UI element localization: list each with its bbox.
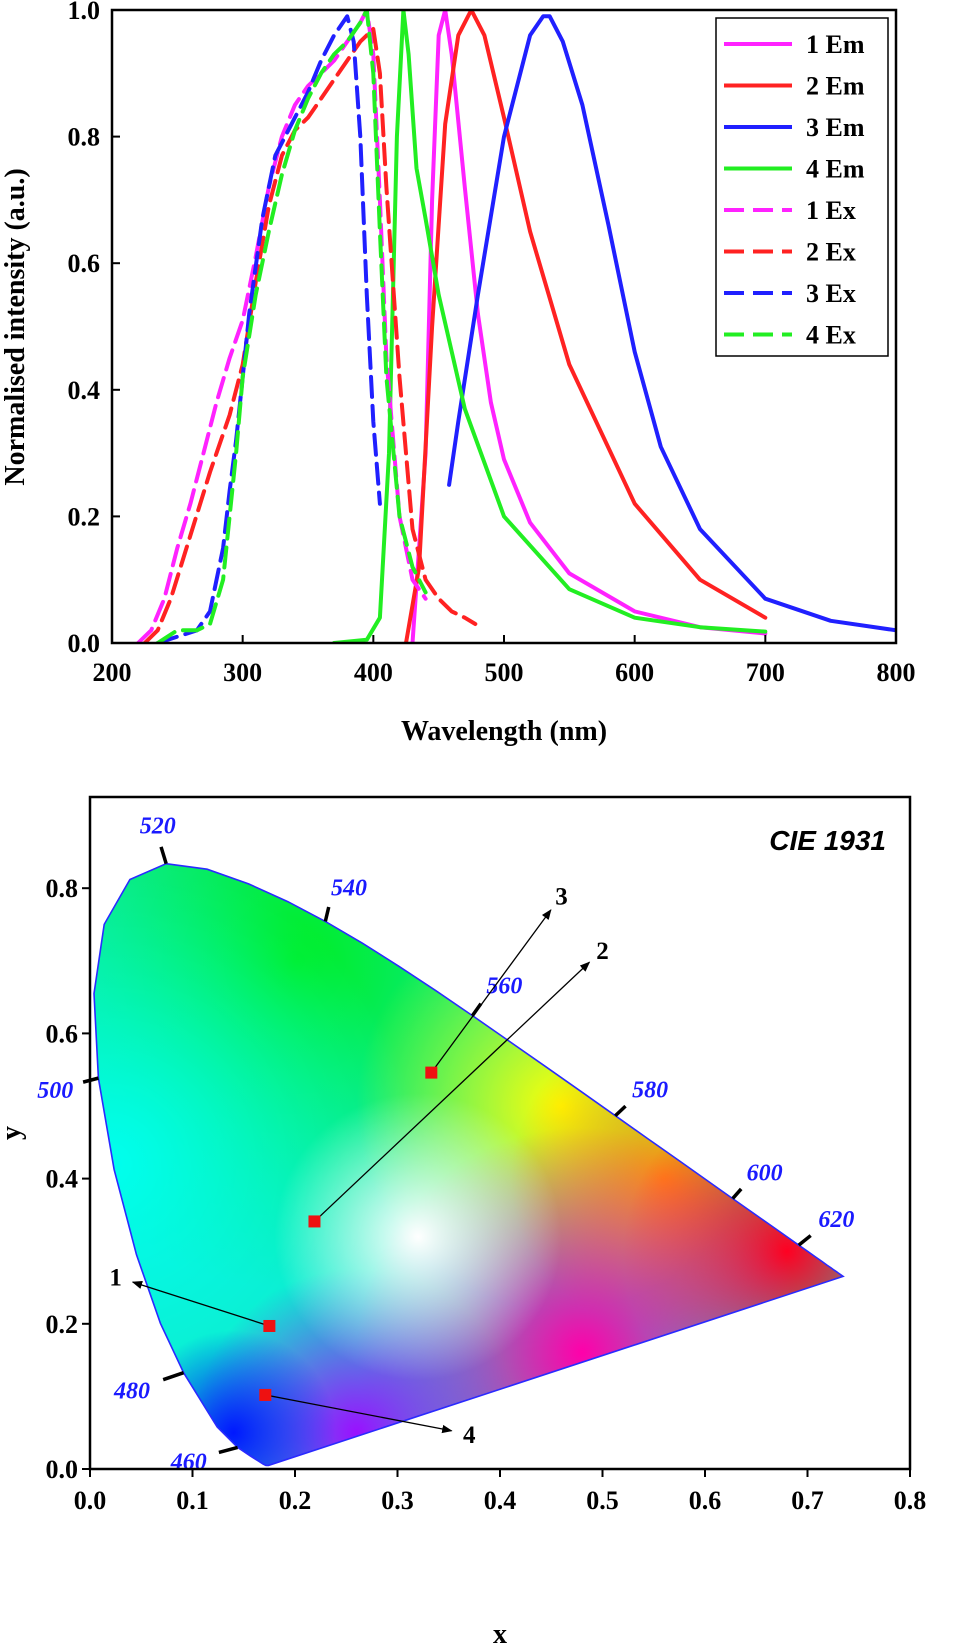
wavelength-label-500: 500 [37, 1078, 73, 1104]
series-line-4-ex [155, 10, 428, 643]
spectra-legend-box [715, 17, 889, 357]
wavelength-label-540: 540 [331, 875, 367, 901]
wavelength-tick-580 [614, 1104, 627, 1118]
point-1-arrow [131, 1281, 270, 1327]
point-1-label: 1 [109, 1265, 122, 1292]
spectra-ticks: 200 300 400 500 600 700 800 0.0 0.2 0.4 0.6 0.8 1.0 [68, 0, 916, 687]
spectra-y-tick-label: 0.6 [68, 249, 101, 278]
wavelength-tick-560 [470, 1002, 483, 1017]
cie-ticks: 0.0 0.1 0.2 0.3 0.4 0.5 0.6 0.7 0.8 0.0 0.2 0.4 0.6 0… [46, 874, 927, 1515]
legend-label: 1 Em [806, 30, 865, 59]
spectra-x-tick-label: 500 [485, 658, 524, 687]
spectra-y-tick-label: 1.0 [68, 0, 101, 25]
spectra-x-tick-label: 300 [223, 658, 262, 687]
legend-label: 3 Ex [806, 279, 856, 308]
cie-x-tick-label: 0.0 [74, 1486, 107, 1515]
wavelength-label-600: 600 [747, 1161, 783, 1187]
cie-title: CIE 1931 [769, 825, 886, 856]
series-line-1-em [410, 10, 768, 643]
spectra-y-tick-label: 0.2 [68, 502, 101, 531]
point-1-marker [263, 1319, 276, 1332]
spectra-x-tick-label: 400 [354, 658, 393, 687]
point-4-label: 4 [463, 1422, 476, 1449]
legend-label: 2 Ex [806, 238, 856, 267]
spectra-x-tick-label: 600 [615, 658, 654, 687]
point-2-arrow [314, 961, 591, 1222]
wavelength-label-620: 620 [818, 1207, 854, 1233]
spectra-y-tick-label: 0.0 [68, 629, 101, 658]
point-3-label: 3 [555, 883, 568, 910]
cie-y-tick-label: 0.8 [46, 874, 79, 903]
spectra-legend: 1 Em 2 Em 3 Em 4 Em 1 Ex 2 Ex 3 Ex 4 Ex [715, 17, 889, 357]
point-3-marker [425, 1066, 438, 1079]
spectra-y-axis-title: Normalised intensity (a.u.) [0, 168, 31, 485]
legend-label: 2 Em [806, 72, 865, 101]
series-line-2-ex [142, 27, 478, 643]
cie-x-tick-label: 0.8 [894, 1486, 927, 1515]
cie-x-tick-label: 0.5 [586, 1486, 619, 1515]
legend-label: 1 Ex [806, 196, 856, 225]
cie-x-tick-label: 0.4 [484, 1486, 517, 1515]
chromaticity-points: 1 2 3 4 [109, 883, 608, 1449]
cie-x-tick-label: 0.1 [176, 1486, 209, 1515]
spectra-chart: 200 300 400 500 600 700 8000.00.20.40.60.81.0 … [0, 0, 916, 747]
wavelength-label-560: 560 [486, 974, 522, 1000]
spectra-y-tick-label: 0.4 [68, 376, 101, 405]
wavelength-tick-540 [323, 906, 331, 922]
series-line-3-em [447, 14, 896, 633]
wavelength-label-580: 580 [632, 1078, 668, 1104]
point-4-marker [259, 1388, 272, 1401]
cie-y-tick-label: 0.6 [46, 1019, 79, 1048]
cie-x-axis-title: x [493, 1619, 507, 1646]
cie-y-tick-label: 0.2 [46, 1310, 79, 1339]
cie-x-tick-label: 0.3 [381, 1486, 414, 1515]
series-line-2-em [404, 10, 768, 643]
wavelength-label-520: 520 [140, 814, 176, 840]
cie-y-tick-label: 0.4 [46, 1165, 79, 1194]
legend-label: 4 Ex [806, 321, 856, 350]
point-2-marker [308, 1215, 321, 1228]
legend-label: 4 Em [806, 155, 865, 184]
cie-gamut-fill [94, 863, 844, 1466]
cie-y-axis-title: y [0, 1126, 27, 1140]
spectral-locus-outline [93, 862, 845, 1467]
wavelength-tick-520 [159, 846, 168, 865]
spectra-x-tick-label: 200 [93, 658, 132, 687]
series-line-4-em [332, 10, 768, 643]
cie-y-tick-label: 0.0 [46, 1455, 79, 1484]
wavelength-tick-620 [797, 1234, 812, 1247]
spectra-x-tick-label: 800 [877, 658, 916, 687]
wavelength-tick-600 [731, 1187, 743, 1200]
legend-label: 3 Em [806, 113, 865, 142]
point-4-arrow [265, 1394, 453, 1434]
point-3-arrow [430, 909, 552, 1073]
point-2-label: 2 [596, 938, 609, 965]
spectra-x-axis-title: Wavelength (nm) [401, 716, 607, 747]
spectra-series-group [136, 10, 896, 643]
spectra-y-tick-label: 0.8 [68, 123, 101, 152]
series-line-3-ex [155, 14, 382, 643]
wavelength-label-460: 460 [170, 1449, 207, 1475]
cie-x-tick-label: 0.6 [689, 1486, 722, 1515]
wavelength-tick-460 [218, 1445, 239, 1455]
spectra-x-tick-label: 700 [746, 658, 785, 687]
cie-x-tick-label: 0.2 [279, 1486, 312, 1515]
wavelength-label-480: 480 [113, 1379, 150, 1405]
cie-x-tick-label: 0.7 [791, 1486, 824, 1515]
white-blend [274, 1093, 562, 1381]
wavelength-tick-480 [162, 1371, 185, 1382]
wavelength-markers: 460 480 500 520 540 560 580 600 620 [37, 814, 854, 1476]
